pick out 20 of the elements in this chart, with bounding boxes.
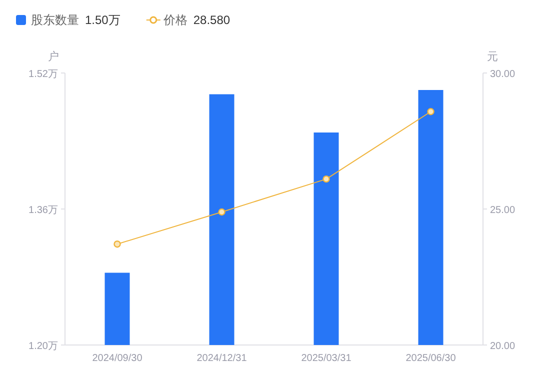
x-tick-label: 2025/03/31 [301, 353, 352, 364]
y2-tick-label: 20.00 [490, 341, 516, 352]
y2-axis-title: 元 [487, 51, 498, 63]
x-tick-label: 2025/06/30 [406, 353, 456, 364]
point [322, 175, 330, 183]
text: 1.50万 [85, 13, 120, 27]
y2-tick-label: 30.00 [490, 69, 516, 80]
point [114, 240, 121, 248]
y-tick-label: 1.36万 [28, 205, 58, 216]
y-axis-title: 户 [48, 50, 59, 63]
text: 28.580 [193, 13, 230, 27]
y2-tick-label: 25.00 [490, 205, 516, 216]
legend-label: 价格 [162, 13, 188, 27]
point [218, 208, 226, 216]
legend-label: 股东数量 [31, 13, 79, 27]
x-tick-label: 2024/09/30 [92, 353, 143, 364]
y-tick-label: 1.20万 [28, 341, 58, 352]
y-tick-label: 1.52万 [28, 69, 58, 80]
point [427, 108, 434, 116]
x-tick-label: 2024/12/31 [196, 353, 248, 364]
